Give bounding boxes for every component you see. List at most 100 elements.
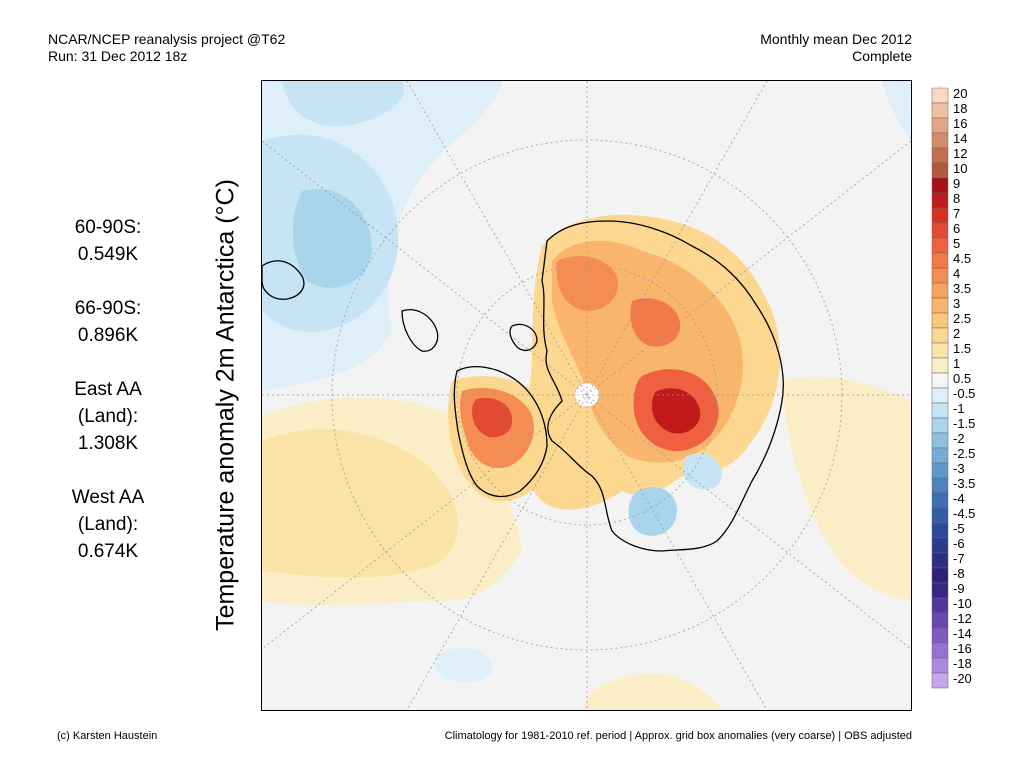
- colorbar-swatch: [931, 222, 949, 239]
- colorbar-swatch: [931, 327, 949, 344]
- header-right: Monthly mean Dec 2012 Complete: [760, 31, 912, 65]
- stat-value: 0.674K: [77, 541, 139, 562]
- colorbar-swatch: [931, 657, 949, 674]
- copyright: (c) Karsten Haustein: [57, 730, 158, 742]
- colorbar-swatch: [931, 537, 949, 554]
- colorbar-swatch: [931, 372, 949, 389]
- colorbar-tick-label: -7: [953, 551, 965, 566]
- colorbar-swatch: [931, 642, 949, 659]
- colorbar-tick-label: -12: [953, 611, 972, 626]
- colorbar-swatch: [931, 432, 949, 449]
- colorbar-swatch: [931, 252, 949, 269]
- colorbar-tick-label: -18: [953, 656, 972, 671]
- colorbar-swatch: [931, 417, 949, 434]
- colorbar-swatch: [931, 357, 949, 374]
- colorbar-swatch: [931, 207, 949, 224]
- colorbar-swatch: [931, 342, 949, 359]
- colorbar-swatch: [931, 147, 949, 164]
- cool-anomaly-ne: [882, 81, 911, 141]
- colorbar-swatch: [931, 192, 949, 209]
- stat-west-aa: West AA (Land): 0.674K: [52, 484, 164, 565]
- colorbar-tick-label: 12: [953, 146, 968, 161]
- colorbar-swatch: [931, 297, 949, 314]
- stat-label: 60-90S:: [74, 217, 142, 238]
- antarctica-warm-north: [556, 256, 618, 311]
- run-time: Run: 31 Dec 2012 18z: [48, 48, 188, 64]
- colorbar-tick-label: -2.5: [953, 446, 976, 461]
- colorbar-tick-label: 16: [953, 116, 968, 131]
- colorbar-tick-label: 8: [953, 191, 961, 206]
- colorbar-swatch: [931, 447, 949, 464]
- colorbar-top-arrow: [932, 86, 948, 88]
- stat-66-90s: 66-90S: 0.896K: [52, 295, 164, 349]
- colorbar-tick-label: 7: [953, 206, 961, 221]
- colorbar: [931, 86, 949, 689]
- y-axis-label: Temperature anomaly 2m Antarctica (°C): [211, 179, 240, 631]
- header-left: NCAR/NCEP reanalysis project @T62 Run: 3…: [48, 31, 285, 65]
- methodology-note: Climatology for 1981-2010 ref. period | …: [444, 730, 912, 742]
- colorbar-swatch: [931, 462, 949, 479]
- colorbar-swatch: [931, 567, 949, 584]
- colorbar-tick-label: -4.5: [953, 506, 976, 521]
- colorbar-tick-label: 6: [953, 221, 961, 236]
- colorbar-swatch: [931, 552, 949, 569]
- colorbar-tick-label: 4: [953, 266, 961, 281]
- colorbar-swatch: [931, 282, 949, 299]
- warm-anomaly-east: [782, 377, 911, 601]
- colorbar-tick-label: 0.5: [953, 371, 972, 386]
- colorbar-tick-label: -4: [953, 491, 965, 506]
- colorbar-swatch: [931, 102, 949, 119]
- stat-label: East AA (Land):: [74, 379, 142, 427]
- completeness-status: Complete: [852, 48, 912, 64]
- colorbar-swatch: [931, 612, 949, 629]
- colorbar-tick-label: -8: [953, 566, 965, 581]
- warm-anomaly-west: [262, 429, 459, 578]
- colorbar-tick-label: 18: [953, 101, 968, 116]
- polar-projection: [262, 81, 911, 710]
- colorbar-swatch: [931, 312, 949, 329]
- colorbar-swatch: [931, 477, 949, 494]
- antarctica-warm-peak: [652, 388, 701, 434]
- colorbar-tick-label: 9: [953, 176, 961, 191]
- colorbar-swatch: [931, 177, 949, 194]
- colorbar-tick-label: 2: [953, 326, 961, 341]
- colorbar-swatch: [931, 87, 949, 104]
- colorbar-tick-label: 20: [953, 86, 968, 101]
- stat-value: 1.308K: [77, 433, 139, 454]
- colorbar-tick-label: 4.5: [953, 251, 972, 266]
- colorbar-swatch: [931, 597, 949, 614]
- graticule: [262, 81, 911, 710]
- model-title: NCAR/NCEP reanalysis project @T62: [48, 31, 286, 47]
- colorbar-tick-label: 14: [953, 131, 968, 146]
- colorbar-tick-label: 3: [953, 296, 961, 311]
- colorbar-swatch: [931, 117, 949, 134]
- peninsula-warm-core: [472, 397, 513, 438]
- regional-stats: 60-90S: 0.549K 66-90S: 0.896K East AA (L…: [52, 214, 164, 592]
- colorbar-tick-label: -9: [953, 581, 965, 596]
- colorbar-swatch: [931, 132, 949, 149]
- colorbar-tick-label: -1.5: [953, 416, 976, 431]
- cool-anomaly-center: [292, 189, 372, 288]
- warm-anomaly-south-east: [582, 673, 722, 710]
- colorbar-tick-label: 1.5: [953, 341, 972, 356]
- stat-value: 0.896K: [77, 325, 139, 346]
- coastline: [262, 220, 784, 552]
- colorbar-tick-label: -10: [953, 596, 972, 611]
- cold-anomaly-east: [628, 487, 677, 536]
- colorbar-swatch: [931, 627, 949, 644]
- stat-60-90s: 60-90S: 0.549K: [52, 214, 164, 268]
- colorbar-swatch: [931, 402, 949, 419]
- cool-anomaly-upper: [282, 81, 404, 127]
- colorbar-tick-label: 1: [953, 356, 961, 371]
- colorbar-swatch: [931, 522, 949, 539]
- colorbar-tick-label: 5: [953, 236, 961, 251]
- colorbar-tick-label: -0.5: [953, 386, 976, 401]
- colorbar-swatch: [931, 387, 949, 404]
- colorbar-tick-label: -1: [953, 401, 965, 416]
- colorbar-tick-label: 10: [953, 161, 968, 176]
- stat-east-aa: East AA (Land): 1.308K: [52, 376, 164, 457]
- colorbar-tick-label: 2.5: [953, 311, 972, 326]
- antarctica-warm-mid: [630, 298, 681, 347]
- colorbar-swatch: [931, 492, 949, 509]
- colorbar-tick-label: -2: [953, 431, 965, 446]
